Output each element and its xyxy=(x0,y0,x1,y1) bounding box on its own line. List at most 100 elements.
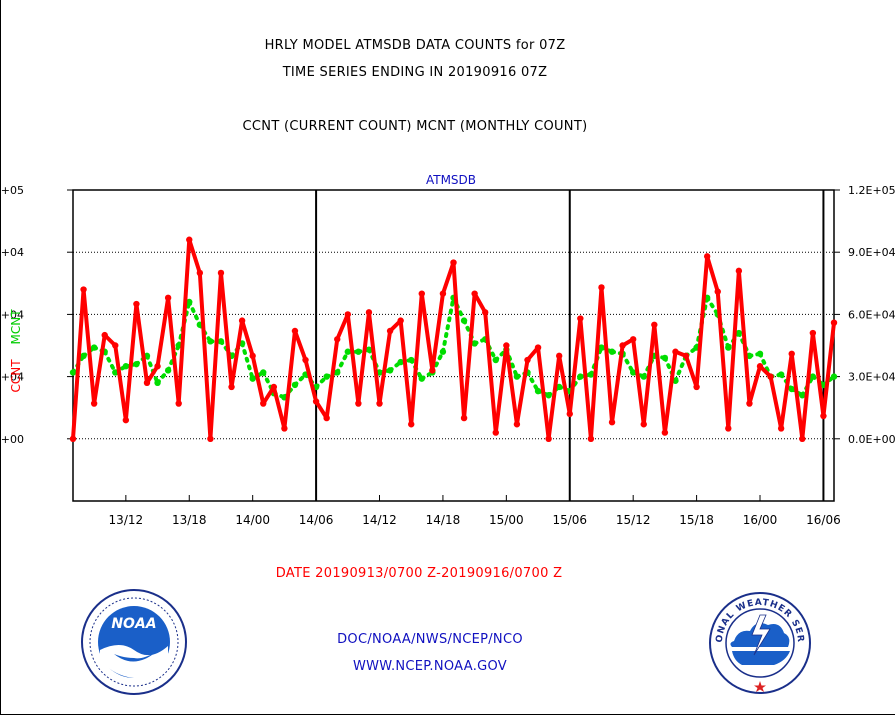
mcnt-point xyxy=(598,344,605,351)
ccnt-point xyxy=(725,425,732,432)
org-credit: DOC/NOAA/NWS/NCEP/NCO xyxy=(337,632,523,647)
mcnt-point xyxy=(291,381,299,389)
left-y-label-mcnt: MCNT xyxy=(9,309,23,345)
ccnt-point xyxy=(143,379,151,387)
x-tick-label: 16/00 xyxy=(743,513,778,527)
ccnt-point xyxy=(682,352,690,360)
grid-lines xyxy=(73,251,834,440)
mcnt-point xyxy=(555,383,563,391)
ccnt-point xyxy=(714,288,721,295)
mcnt-segment xyxy=(705,295,720,317)
ccnt-point xyxy=(355,400,362,407)
ccnt-segment xyxy=(92,333,107,406)
mcnt-point xyxy=(756,350,764,357)
chart-title-line-1: HRLY MODEL ATMSDB DATA COUNTS for 07Z xyxy=(264,38,566,53)
ccnt-segment xyxy=(292,328,308,363)
mcnt-point xyxy=(175,342,182,349)
ccnt-segment xyxy=(483,310,498,435)
ccnt-segment xyxy=(557,353,572,416)
ccnt-point xyxy=(545,435,552,442)
mcnt-point xyxy=(587,371,595,378)
ccnt-segment xyxy=(504,343,519,427)
x-tick-label: 16/06 xyxy=(806,513,841,527)
right-tick-label: 0.0E+00 xyxy=(848,433,896,446)
ccnt-segment xyxy=(705,254,720,294)
ccnt-point xyxy=(503,342,510,349)
mcnt-point xyxy=(830,373,838,380)
x-axis: 13/12 13/18 14/00 14/06 14/12 14/18 15/00 15/06… xyxy=(109,495,841,527)
x-tick-label: 14/00 xyxy=(235,513,270,527)
ccnt-segment xyxy=(472,291,488,315)
ccnt-point xyxy=(344,311,352,318)
ccnt-segment xyxy=(218,270,234,389)
mcnt-point xyxy=(471,340,478,347)
ccnt-point xyxy=(640,421,647,428)
mcnt-point xyxy=(534,387,542,395)
mcnt-point xyxy=(186,298,193,306)
ccnt-segment xyxy=(335,312,350,342)
x-tick-label: 14/12 xyxy=(362,513,397,527)
ccnt-point xyxy=(133,300,140,308)
mcnt-point xyxy=(249,375,256,382)
ccnt-segment xyxy=(409,291,424,427)
ccnt-point xyxy=(101,331,108,339)
org-url[interactable]: WWW.NCEP.NOAA.GOV xyxy=(352,659,508,674)
mcnt-point xyxy=(386,367,394,374)
mcnt-point xyxy=(154,379,161,387)
ccnt-point xyxy=(281,425,288,432)
ccnt-segment xyxy=(779,351,794,431)
mcnt-point xyxy=(788,385,795,393)
ccnt-point xyxy=(439,290,447,297)
ccnt-point xyxy=(482,309,489,316)
ccnt-point xyxy=(122,416,130,424)
ccnt-segment xyxy=(123,302,139,423)
nws-logo: NATIONAL WEATHER SERVICE xyxy=(708,591,811,694)
chart-title-line-2: TIME SERIES ENDING IN 20190916 07Z xyxy=(282,65,548,80)
ccnt-segment xyxy=(176,237,192,406)
ccnt-point xyxy=(386,327,394,335)
ccnt-point xyxy=(164,294,172,302)
ccnt-point xyxy=(629,336,637,343)
mcnt-point xyxy=(577,373,584,380)
ccnt-segment xyxy=(610,343,625,425)
ccnt-point xyxy=(112,342,119,349)
mcnt-point xyxy=(217,338,225,345)
mcnt-point xyxy=(69,369,77,376)
mcnt-point xyxy=(725,344,732,351)
mcnt-point xyxy=(334,369,341,376)
ccnt-point xyxy=(799,435,806,442)
mcnt-point xyxy=(809,373,817,380)
ccnt-point xyxy=(418,290,425,297)
x-tick-label: 15/18 xyxy=(679,513,714,527)
mcnt-point xyxy=(777,371,785,378)
mcnt-segment xyxy=(240,341,255,381)
ccnt-point xyxy=(80,286,87,293)
ccnt-segment xyxy=(261,384,276,406)
ccnt-segment xyxy=(187,237,202,275)
ccnt-point xyxy=(513,421,521,428)
mcnt-point xyxy=(492,356,499,364)
ccnt-segment xyxy=(747,364,763,406)
mcnt-point xyxy=(460,317,468,324)
ccnt-segment xyxy=(282,328,297,431)
ccnt-segment xyxy=(684,353,699,389)
x-tick-label: 15/12 xyxy=(616,513,651,527)
mcnt-point xyxy=(365,346,373,353)
ccnt-point xyxy=(207,435,214,442)
mcnt-point xyxy=(80,352,87,360)
ccnt-segment xyxy=(546,353,562,441)
ccnt-segment xyxy=(229,318,245,389)
ccnt-segment xyxy=(144,364,160,385)
ccnt-point xyxy=(397,317,404,324)
day-boundaries xyxy=(315,190,825,501)
mcnt-segment xyxy=(440,295,456,354)
mcnt-point xyxy=(122,363,130,370)
left-tick-label: 9.0E+04 xyxy=(0,246,24,259)
ccnt-segment xyxy=(578,316,593,441)
mcnt-point xyxy=(164,367,172,374)
x-tick-label: 15/00 xyxy=(489,513,524,527)
ccnt-segment xyxy=(324,337,340,421)
mcnt-point xyxy=(608,348,616,355)
ccnt-segment xyxy=(250,353,266,406)
